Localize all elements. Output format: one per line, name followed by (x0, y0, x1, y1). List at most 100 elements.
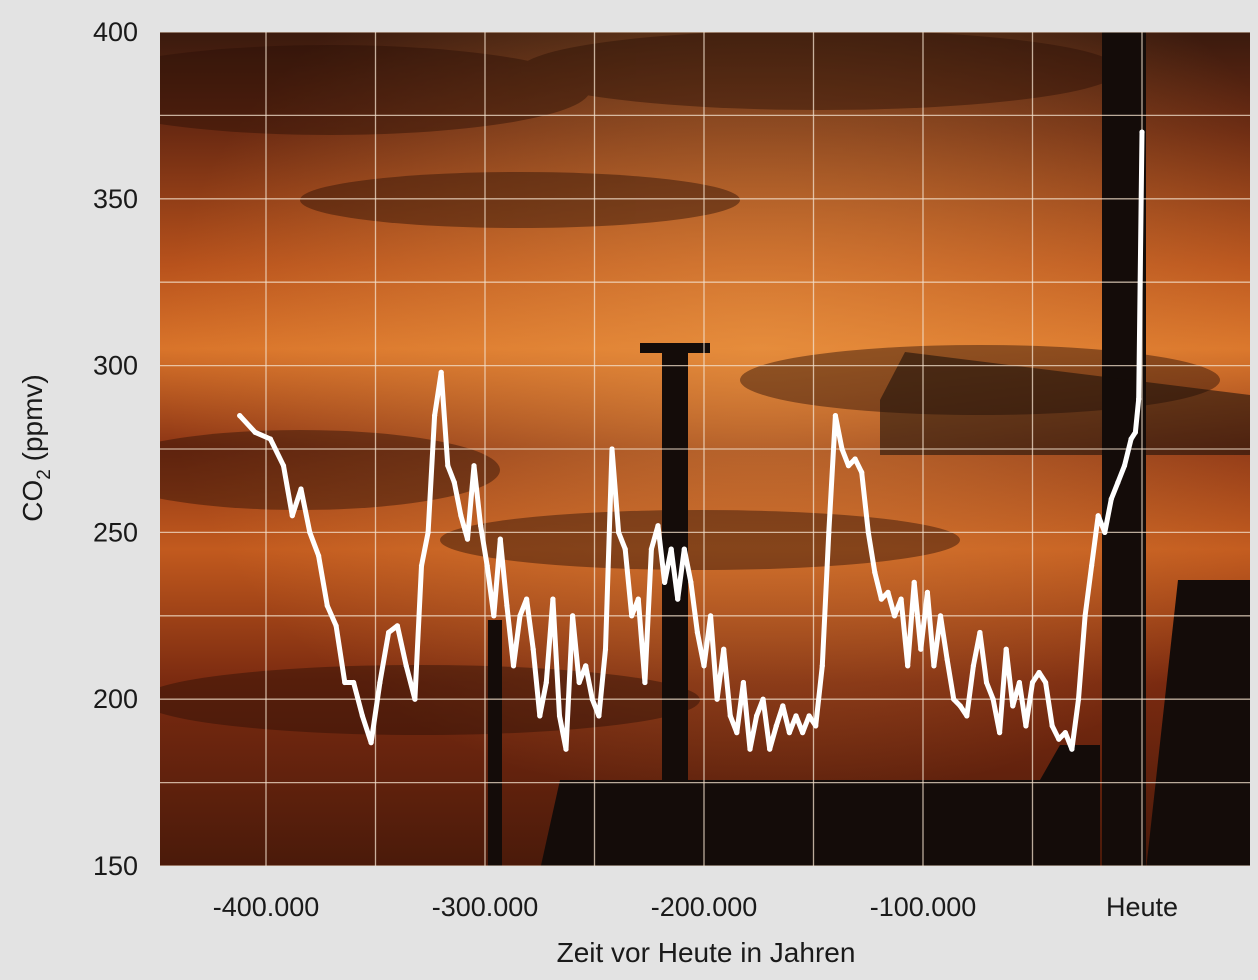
co2-data-point (280, 463, 287, 469)
co2-data-point (377, 679, 383, 686)
co2-data-point (701, 663, 707, 669)
co2-data-point (1121, 463, 1128, 469)
co2-data-point (786, 730, 793, 736)
co2-data-point (839, 446, 845, 452)
co2-data-point (1069, 746, 1075, 752)
co2-data-point (368, 740, 374, 746)
co2-data-point (813, 723, 819, 729)
y-axis-title-subscript: 2 (34, 469, 55, 480)
co2-data-point (891, 613, 898, 619)
co2-data-point (924, 589, 931, 596)
co2-data-point (1056, 736, 1062, 742)
x-tick-label: -400.000 (213, 892, 320, 922)
co2-data-point (800, 730, 806, 736)
co2-data-point (845, 463, 852, 469)
co2-data-point (668, 546, 674, 552)
co2-data-point (478, 523, 484, 529)
co2-data-point (589, 696, 595, 702)
co2-data-point (1075, 696, 1082, 702)
x-tick-label: -200.000 (651, 892, 758, 922)
co2-data-point (662, 579, 668, 586)
co2-data-point (859, 469, 865, 475)
y-tick-label: 250 (93, 517, 138, 547)
co2-data-point (931, 663, 937, 669)
co2-data-point (780, 703, 786, 709)
co2-data-point (1128, 436, 1134, 442)
co2-data-point (629, 613, 635, 619)
y-tick-label: 400 (93, 17, 138, 47)
co2-data-point (734, 730, 740, 736)
power-pole-crossbar (640, 343, 710, 353)
co2-data-point (359, 713, 365, 719)
x-tick-labels: -400.000 -300.000 -200.000 -100.000 Heute (213, 892, 1178, 922)
co2-data-point (964, 713, 970, 719)
co2-data-point (852, 456, 858, 462)
co2-data-point (451, 479, 457, 485)
co2-data-point (872, 569, 878, 576)
co2-data-point (556, 713, 563, 719)
y-axis-title-unit: (ppmv) (17, 374, 48, 469)
co2-data-point (681, 546, 687, 552)
co2-data-point (642, 679, 648, 686)
co2-data-point (1136, 396, 1142, 402)
co2-data-point (237, 413, 243, 419)
co2-data-point (1049, 723, 1055, 729)
co2-data-point (403, 663, 409, 669)
co2-data-point (806, 713, 812, 719)
co2-data-point (957, 703, 963, 709)
co2-data-point (740, 679, 747, 686)
co2-data-point (1115, 479, 1121, 485)
co2-data-point (1132, 429, 1138, 435)
y-tick-label: 350 (93, 184, 138, 214)
co2-data-point (754, 713, 760, 719)
co2-data-point (438, 369, 444, 375)
co2-data-point (491, 613, 497, 619)
co2-data-point (333, 623, 339, 629)
co2-data-point (316, 553, 322, 559)
co2-data-point (537, 713, 543, 719)
co2-data-point (252, 429, 258, 435)
co2-data-point (432, 413, 438, 419)
y-tick-labels: 150 200 250 300 350 400 (93, 17, 138, 881)
co2-data-point (760, 696, 766, 702)
co2-data-point (885, 589, 891, 596)
co2-data-point (622, 546, 628, 552)
co2-data-point (898, 596, 904, 602)
co2-data-point (1029, 679, 1036, 686)
co2-data-point (721, 646, 727, 652)
co2-data-point (773, 723, 779, 729)
co2-data-point (517, 613, 523, 619)
co2-data-point (767, 746, 773, 752)
co2-data-point (977, 629, 983, 636)
co2-data-point (714, 696, 720, 702)
co2-data-point (298, 486, 304, 492)
co2-data-point (583, 663, 589, 669)
co2-data-point (905, 663, 911, 669)
co2-data-point (937, 613, 944, 619)
co2-data-point (543, 679, 549, 686)
co2-data-point (570, 613, 576, 619)
y-axis-title: CO2 (ppmv) (17, 374, 55, 521)
co2-data-point (983, 679, 990, 686)
co2-data-point (688, 579, 694, 586)
co2-data-point (307, 529, 313, 536)
co2-data-point (267, 436, 273, 442)
y-tick-label: 300 (93, 351, 138, 381)
co2-data-point (596, 713, 602, 719)
y-axis-title-main: CO (17, 480, 48, 522)
co2-data-point (951, 696, 957, 702)
co2-data-point (727, 713, 733, 719)
co2-data-point (832, 413, 839, 419)
co2-data-point (747, 746, 753, 752)
co2-data-point (418, 563, 425, 569)
co2-data-point (911, 579, 917, 586)
y-tick-label: 150 (93, 851, 138, 881)
co2-data-point (616, 529, 622, 536)
co2-data-point (563, 746, 569, 752)
co2-data-point (464, 536, 471, 542)
co2-data-point (530, 646, 536, 652)
co2-data-point (1062, 730, 1068, 736)
co2-data-point (655, 523, 661, 529)
co2-data-point (675, 596, 681, 602)
co2-data-point (1016, 679, 1023, 686)
